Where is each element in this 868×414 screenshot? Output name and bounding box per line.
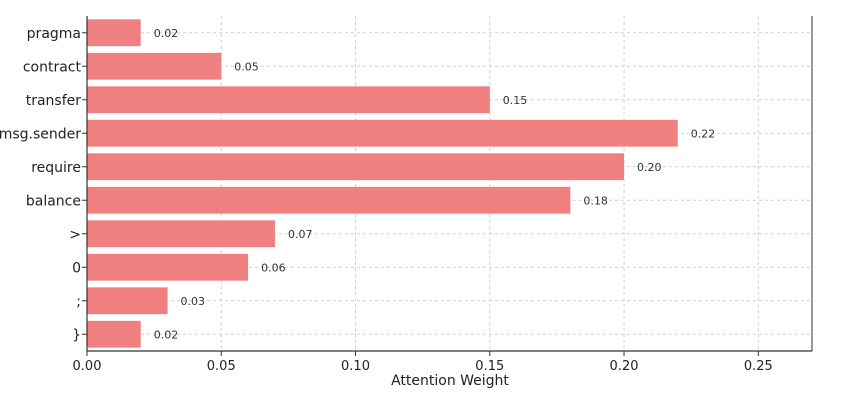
bar-} <box>87 320 141 348</box>
bar-balance <box>87 186 571 214</box>
bar-pragma <box>87 19 141 47</box>
y-tick-label: } <box>72 327 81 343</box>
axes <box>82 16 813 356</box>
value-label: 0.18 <box>583 194 608 207</box>
value-label: 0.02 <box>154 27 179 40</box>
x-axis-label: Attention Weight <box>391 373 509 389</box>
x-tick-label: 0.05 <box>207 359 236 374</box>
bar-contract <box>87 52 222 80</box>
bar-; <box>87 287 168 315</box>
bar-msg.sender <box>87 119 678 147</box>
value-label: 0.20 <box>637 161 662 174</box>
value-label: 0.02 <box>154 328 179 341</box>
bar-0 <box>87 253 249 281</box>
x-tick-label: 0.10 <box>341 359 370 374</box>
bar-require <box>87 153 625 181</box>
bar-transfer <box>87 86 490 114</box>
x-tick-label: 0.20 <box>610 359 639 374</box>
x-tick-label: 0.25 <box>744 359 773 374</box>
value-label: 0.03 <box>181 295 206 308</box>
value-label: 0.22 <box>691 127 716 140</box>
bar-> <box>87 220 275 248</box>
y-tick-label: contract <box>23 59 82 75</box>
labels: 0.00 0.05 0.10 0.15 0.20 0.25 pragma 0.02 contra… <box>0 26 773 374</box>
bars <box>87 19 678 348</box>
value-label: 0.06 <box>261 261 286 274</box>
x-tick-label: 0.15 <box>475 359 504 374</box>
y-tick-label: 0 <box>72 260 81 276</box>
value-label: 0.07 <box>288 228 313 241</box>
y-tick-label: pragma <box>27 26 81 42</box>
value-label: 0.15 <box>503 94 528 107</box>
y-tick-label: transfer <box>26 93 82 109</box>
y-tick-label: require <box>31 160 81 176</box>
x-tick-label: 0.00 <box>73 359 102 374</box>
y-tick-label: balance <box>26 193 81 209</box>
y-tick-label: ; <box>76 294 81 310</box>
value-label: 0.05 <box>234 60 259 73</box>
y-tick-label: msg.sender <box>0 126 81 142</box>
y-tick-label: > <box>69 227 81 243</box>
